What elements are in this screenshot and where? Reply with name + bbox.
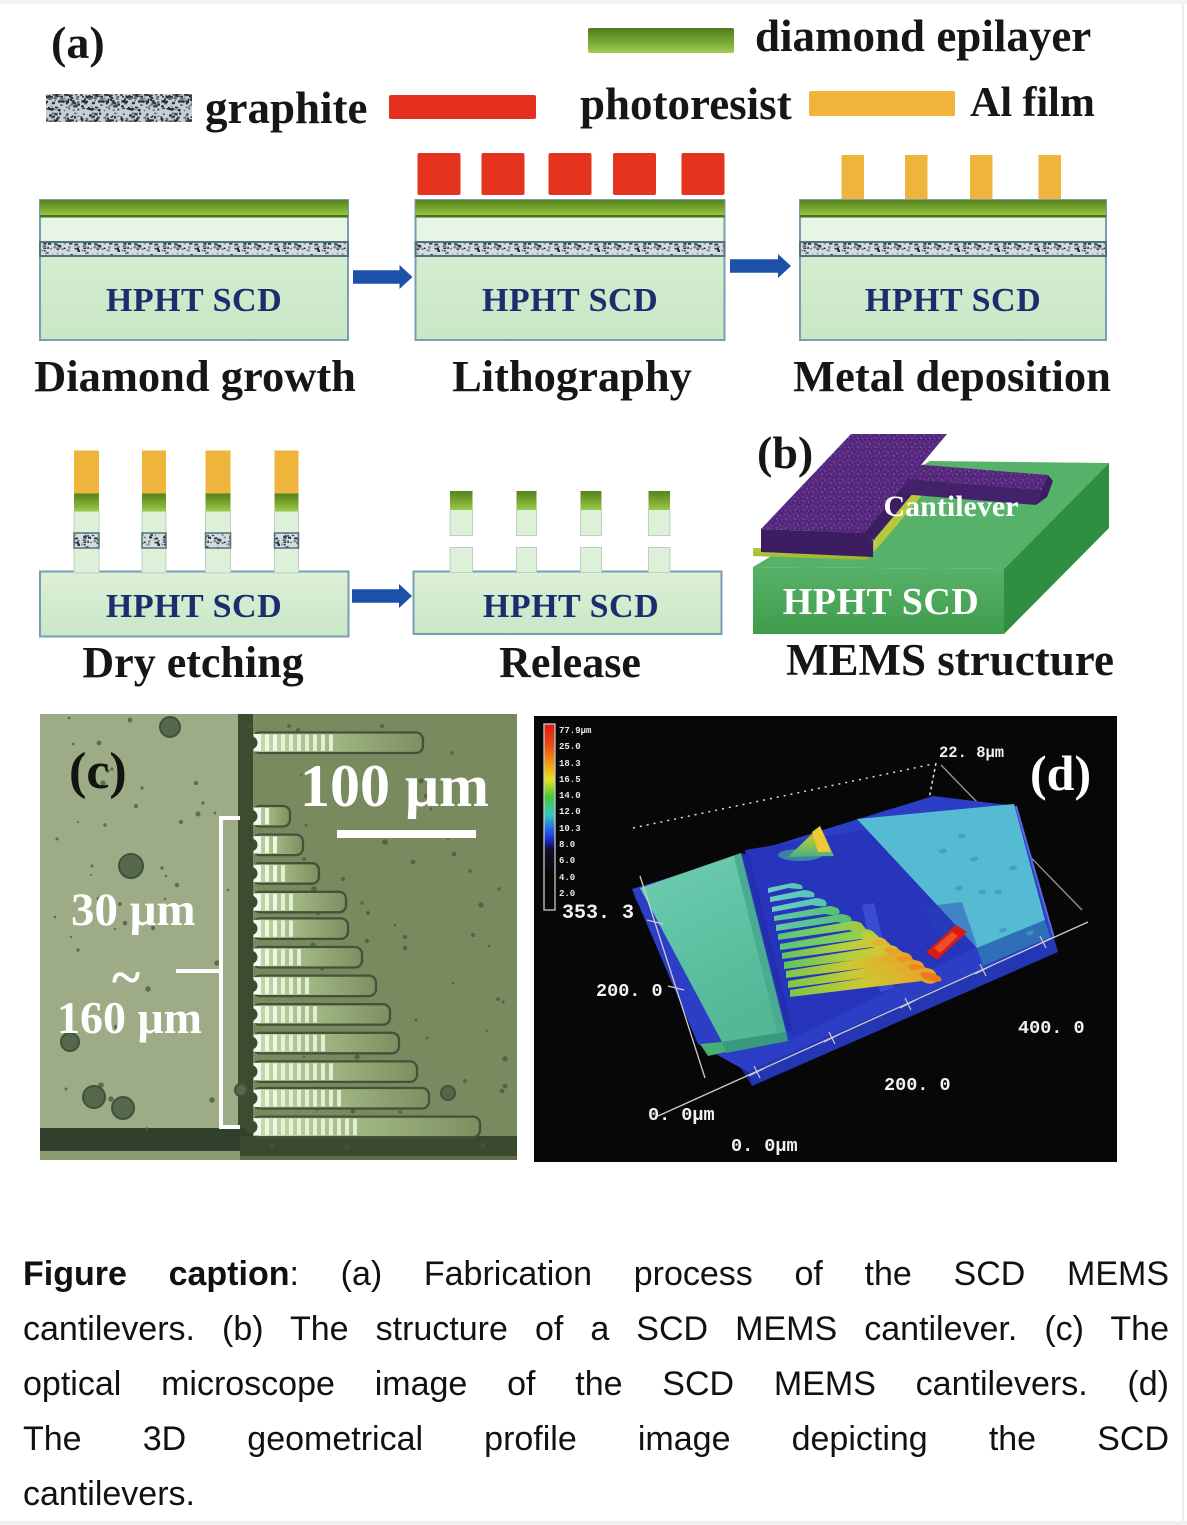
svg-text:12.0: 12.0 [559,807,581,817]
svg-text:4.0: 4.0 [559,873,575,883]
svg-text:Release: Release [499,638,641,687]
svg-text:HPHT SCD: HPHT SCD [106,588,282,625]
svg-text:Diamond growth: Diamond growth [34,351,356,401]
svg-text:14.0: 14.0 [559,791,581,801]
svg-text:HPHT SCD: HPHT SCD [482,282,658,319]
svg-text:photoresist: photoresist [580,79,792,129]
svg-text:graphite: graphite [205,83,368,133]
svg-text:2.0: 2.0 [559,889,575,899]
svg-text:160 μm: 160 μm [57,992,202,1043]
svg-text:200. 0: 200. 0 [884,1075,951,1096]
svg-text:HPHT SCD: HPHT SCD [783,581,980,623]
svg-text:100 μm: 100 μm [300,753,489,819]
svg-text:400. 0: 400. 0 [1018,1018,1085,1039]
svg-text:Cantilever: Cantilever [884,490,1019,523]
svg-text:MEMS structure: MEMS structure [786,635,1114,685]
svg-text:(a): (a) [51,17,105,68]
svg-text:(b): (b) [757,427,813,478]
svg-text:0. 0μm: 0. 0μm [731,1136,798,1157]
svg-text:77.9μm: 77.9μm [559,726,592,736]
svg-text:200. 0: 200. 0 [596,981,663,1002]
svg-text:18.3: 18.3 [559,759,581,769]
svg-text:6.0: 6.0 [559,856,575,866]
svg-text:0. 0μm: 0. 0μm [648,1105,715,1126]
svg-text:HPHT SCD: HPHT SCD [483,588,659,625]
svg-text:~: ~ [112,947,140,1007]
svg-text:30 μm: 30 μm [71,884,196,936]
svg-text:diamond epilayer: diamond epilayer [755,11,1091,61]
svg-text:16.5: 16.5 [559,775,581,785]
svg-text:Metal deposition: Metal deposition [793,351,1111,401]
svg-text:(c): (c) [69,743,127,800]
svg-text:Lithography: Lithography [452,351,692,401]
svg-text:353. 3: 353. 3 [562,902,634,925]
svg-text:Dry etching: Dry etching [82,638,303,687]
svg-text:Al film: Al film [970,80,1095,126]
svg-text:10.3: 10.3 [559,824,581,834]
svg-text:8.0: 8.0 [559,840,575,850]
svg-text:25.0: 25.0 [559,742,581,752]
svg-text:HPHT SCD: HPHT SCD [865,282,1041,319]
svg-text:22. 8μm: 22. 8μm [939,744,1004,762]
svg-text:(d): (d) [1030,745,1091,801]
svg-text:HPHT SCD: HPHT SCD [106,282,282,319]
